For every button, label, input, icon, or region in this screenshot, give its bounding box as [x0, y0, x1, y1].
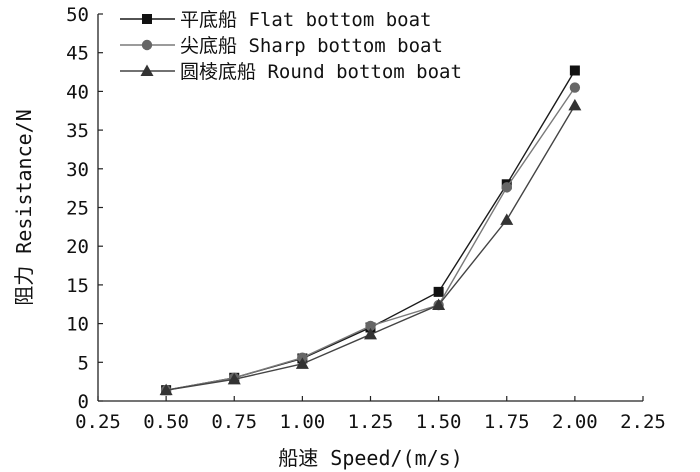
y-tick-label: 0	[78, 391, 89, 413]
y-tick-label: 50	[66, 4, 89, 26]
legend-marker	[140, 64, 154, 76]
series-circle	[160, 82, 581, 396]
data-point	[569, 82, 581, 93]
x-tick-label: 1.50	[416, 411, 462, 433]
series-line	[165, 70, 576, 391]
y-tick-label: 40	[66, 81, 89, 103]
data-point	[159, 383, 173, 396]
data-point	[501, 182, 512, 193]
x-tick-label: 0.25	[75, 411, 121, 433]
data-point	[364, 327, 377, 340]
legend-entry: 平底船 Flat bottom boat	[120, 9, 431, 31]
y-tick-label: 5	[78, 352, 89, 374]
y-axis-label: 阻力 Resistance/N	[12, 109, 36, 306]
data-point	[433, 286, 444, 297]
data-point	[365, 320, 376, 332]
legend-marker	[142, 14, 152, 24]
x-tick-label: 1.75	[484, 411, 530, 433]
y-tick-label: 25	[66, 198, 89, 220]
y-tick-label: 45	[66, 43, 89, 65]
x-tick-label: 0.50	[143, 411, 189, 433]
series-line	[166, 104, 576, 391]
x-tick-label: 0.75	[211, 411, 257, 433]
data-point	[227, 372, 241, 385]
series-line	[165, 87, 576, 391]
series-square	[161, 65, 580, 396]
legend-entry: 圆棱底船 Round bottom boat	[120, 61, 462, 83]
x-axis-label: 船速 Speed/(m/s)	[278, 446, 463, 470]
axes: 0 5 10 15 20 25 30 35 40 45 50 0.25 0.50 0.75 1.00 1.25…	[66, 4, 666, 433]
data-point	[295, 357, 309, 369]
y-tick-label: 30	[66, 159, 89, 181]
data-point	[500, 213, 514, 225]
x-tick-label: 1.00	[279, 411, 325, 433]
y-tick-label: 15	[66, 275, 89, 297]
legend-label: 平底船 Flat bottom boat	[180, 9, 431, 31]
legend-label: 尖底船 Sharp bottom boat	[180, 35, 443, 57]
y-tick-label: 10	[66, 314, 89, 336]
series-triangle	[159, 98, 582, 396]
data-point	[432, 298, 446, 311]
y-tick-label: 35	[66, 120, 89, 142]
x-tick-label: 2.00	[552, 411, 598, 433]
series-layer	[159, 65, 582, 396]
legend: 平底船 Flat bottom boat 尖底船 Sharp bottom boa…	[120, 9, 462, 83]
x-tick-label: 2.25	[620, 411, 666, 433]
data-point	[568, 98, 582, 111]
data-point	[569, 65, 580, 76]
legend-label: 圆棱底船 Round bottom boat	[180, 61, 462, 83]
legend-entry: 尖底船 Sharp bottom boat	[120, 35, 443, 57]
y-tick-label: 20	[66, 236, 89, 258]
x-tick-label: 1.25	[348, 411, 394, 433]
legend-marker	[141, 39, 153, 51]
